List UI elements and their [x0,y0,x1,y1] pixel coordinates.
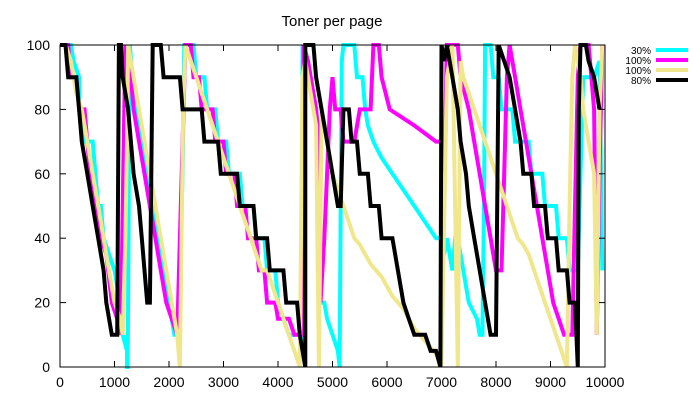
legend-label: 80% [631,76,651,87]
x-tick-label: 4000 [262,374,293,390]
x-tick-label: 8000 [480,374,511,390]
y-tick-label: 100 [27,37,51,53]
legend-label: 100% [625,56,651,67]
x-tick-label: 7000 [426,374,457,390]
series-line-3 [60,43,602,368]
series-line-1 [60,43,605,337]
legend-label: 100% [625,66,651,77]
x-tick-label: 10000 [586,374,625,390]
x-tick-label: 6000 [371,374,402,390]
x-tick-label: 9000 [535,374,566,390]
x-tick-label: 2000 [153,374,184,390]
x-tick-label: 5000 [317,374,348,390]
y-tick-label: 40 [34,230,50,246]
axes-layer: 0 1000 2000 3000 4000 5000 6000 7000 8000 9000 100… [27,37,625,390]
x-tick-label: 0 [56,374,64,390]
y-tick-label: 60 [34,166,50,182]
chart-title: Toner per page [282,13,383,30]
legend-label: 30% [631,46,651,57]
y-tick-label: 20 [34,295,50,311]
series-layer [60,43,605,369]
x-tick-label: 1000 [99,374,130,390]
y-tick-label: 0 [42,359,50,375]
legend: 30%100%100%80% [625,46,688,87]
y-tick-label: 80 [34,101,50,117]
x-tick-label: 3000 [208,374,239,390]
